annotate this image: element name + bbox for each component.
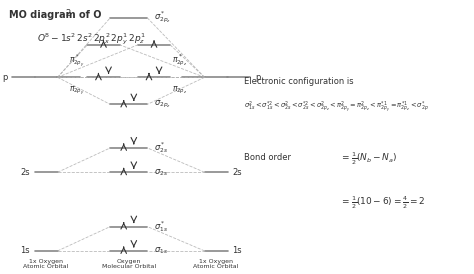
Text: 2: 2	[66, 9, 71, 18]
Text: $\sigma_{2s}$: $\sigma_{2s}$	[154, 167, 168, 178]
Text: $\sigma^*_{1s}$: $\sigma^*_{1s}$	[154, 219, 168, 234]
Text: 1s: 1s	[20, 246, 30, 255]
Text: $\sigma_{2p_z}$: $\sigma_{2p_z}$	[154, 99, 171, 110]
Text: $=\frac{1}{2}(10-6)=\frac{4}{2}=2$: $=\frac{1}{2}(10-6)=\frac{4}{2}=2$	[340, 194, 426, 211]
Text: Bond order: Bond order	[244, 153, 291, 162]
Text: p: p	[255, 73, 260, 82]
Text: Electronic configuration is: Electronic configuration is	[244, 77, 353, 86]
Text: 2s: 2s	[20, 168, 30, 177]
Text: $\pi^*_{2p_y}$: $\pi^*_{2p_y}$	[70, 52, 85, 69]
Text: 2s: 2s	[232, 168, 242, 177]
Text: $\pi_{2p_y}$: $\pi_{2p_y}$	[70, 85, 85, 98]
Text: MO diagram of O: MO diagram of O	[9, 10, 102, 19]
Text: $\pi_{2p_z}$: $\pi_{2p_z}$	[173, 85, 188, 96]
Text: $=\frac{1}{2}(N_b - N_a)$: $=\frac{1}{2}(N_b - N_a)$	[340, 150, 397, 167]
Text: 1x Oxygen
Atomic Orbital: 1x Oxygen Atomic Orbital	[193, 259, 239, 269]
Text: $\sigma^*_{2s}$: $\sigma^*_{2s}$	[154, 140, 168, 155]
Text: $\sigma_{1s}$: $\sigma_{1s}$	[154, 246, 168, 256]
Text: $\sigma_{1s}^{2}<\sigma_{1s}^{*2}<\sigma_{2s}^{2}<\sigma_{2s}^{*2}<\sigma_{2p_z}: $\sigma_{1s}^{2}<\sigma_{1s}^{*2}<\sigma…	[244, 99, 428, 115]
Text: 1x Oxygen
Atomic Orbital: 1x Oxygen Atomic Orbital	[23, 259, 69, 269]
Text: $\sigma^*_{2p_z}$: $\sigma^*_{2p_z}$	[154, 10, 171, 25]
Text: Oxygen
Molecular Orbital: Oxygen Molecular Orbital	[102, 259, 156, 269]
Text: $\pi^*_{2p_z}$: $\pi^*_{2p_z}$	[173, 52, 188, 68]
Text: p: p	[2, 73, 7, 82]
Text: 1s: 1s	[232, 246, 242, 255]
Text: $O^8 - 1s^2\,2s^2\,2p_x^2\,2p_y^1\,2p_z^1$: $O^8 - 1s^2\,2s^2\,2p_x^2\,2p_y^1\,2p_z^…	[37, 31, 146, 47]
